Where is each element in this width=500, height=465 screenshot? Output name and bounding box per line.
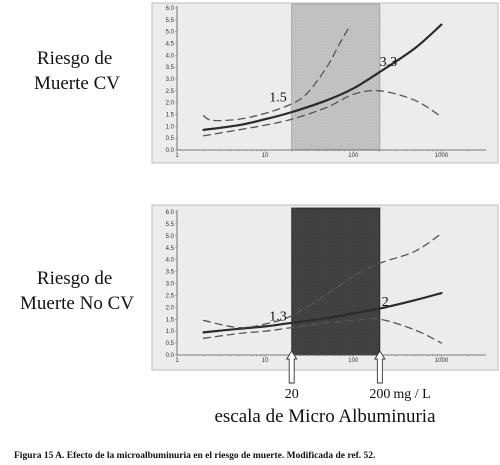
panel-2-plot: 0.0 0.5 1.0 1.5 2.0 2.5 3.0 3.5 4.0 4.5 5.0 5.5 6.0 1… [166, 207, 486, 364]
y-tick-label: 2.5 [166, 89, 175, 95]
panel-1-plot: 0.0 0.5 1.0 1.5 2.0 2.5 3.0 3.5 4.0 4.5 5.0 5.5 6.0 1… [166, 3, 486, 159]
value-annotation: 2 [382, 295, 389, 310]
x-tick-label: 10 [262, 358, 269, 364]
y-tick-label: 1.0 [166, 124, 175, 130]
series-confidence-line [202, 232, 443, 329]
y-tick-label: 4.5 [166, 246, 175, 252]
y-tick-label: 0.5 [166, 136, 175, 142]
x-tick-label: 10 [262, 153, 269, 159]
y-tick-label: 2.5 [166, 293, 175, 299]
y-tick-label: 3.0 [166, 77, 175, 83]
marker-arrow [374, 350, 386, 384]
x-axis-title: escala de Micro Albuminuria [214, 406, 436, 427]
panel-1-label: Riesgo de Muerte CV [34, 48, 120, 94]
y-tick-label: 3.5 [166, 270, 175, 276]
series-confidence-line [202, 318, 443, 344]
y-tick-label: 5.0 [166, 30, 175, 36]
y-tick-label: 5.0 [166, 234, 175, 240]
x-markers: 20 200 [285, 350, 390, 402]
x-tick-label: 1 [175, 153, 179, 159]
y-tick-label: 0.0 [166, 148, 175, 154]
panel-2-label-line-2: Muerte No CV [20, 293, 134, 314]
shaded-band [291, 207, 381, 356]
panel-2-label-line-1: Riesgo de [37, 268, 112, 289]
panel-1-label-line-2: Muerte CV [34, 73, 120, 94]
panel-1-label-line-1: Riesgo de [37, 48, 112, 69]
figure-caption: Figura 15 A. Efecto de la microalbuminur… [14, 451, 375, 461]
panel-2-label: Riesgo de Muerte No CV [20, 268, 134, 314]
y-tick-label: 2.0 [166, 101, 175, 107]
series-confidence-line [202, 26, 350, 122]
x-tick-label: 1000 [435, 358, 449, 364]
y-tick-label: 6.0 [166, 6, 175, 12]
y-tick-label: 4.0 [166, 53, 175, 59]
series-estimate-line [202, 291, 443, 334]
y-tick-label: 3.5 [166, 65, 175, 71]
y-tick-label: 4.5 [166, 42, 175, 48]
y-tick-label: 3.0 [166, 282, 175, 288]
value-annotation: 3.3 [380, 55, 398, 70]
x-unit: mg / L [393, 387, 430, 402]
series-confidence-line [202, 89, 443, 137]
y-tick-label: 6.0 [166, 210, 175, 216]
value-annotation: 1.3 [269, 309, 287, 324]
x-tick-label: 100 [348, 358, 359, 364]
marker-label: 200 [369, 387, 390, 402]
y-tick-label: 1.5 [166, 113, 175, 119]
y-tick-label: 4.0 [166, 258, 175, 264]
y-tick-label: 5.5 [166, 18, 175, 24]
y-tick-label: 5.5 [166, 222, 175, 228]
value-annotation: 1.5 [269, 90, 287, 105]
y-tick-label: 0.5 [166, 341, 175, 347]
marker-label: 20 [285, 387, 299, 402]
y-tick-label: 1.5 [166, 317, 175, 323]
shaded-band [291, 3, 381, 151]
x-tick-label: 100 [348, 153, 359, 159]
x-tick-label: 1000 [435, 153, 449, 159]
y-tick-label: 2.0 [166, 305, 175, 311]
marker-arrow [285, 350, 298, 384]
series-estimate-line [202, 23, 443, 131]
x-tick-label: 1 [175, 358, 179, 364]
y-tick-label: 1.0 [166, 329, 175, 335]
y-tick-label: 0.0 [166, 353, 175, 359]
